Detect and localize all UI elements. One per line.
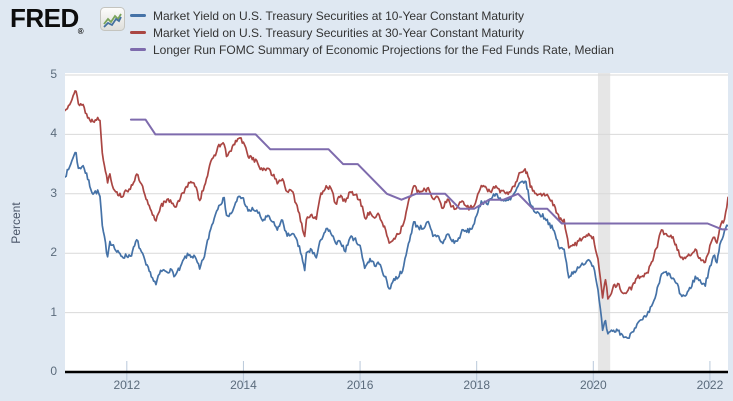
x-axis-tick-label: 2016 [346, 378, 374, 392]
legend-item-30y: Market Yield on U.S. Treasury Securities… [130, 24, 614, 41]
y-axis-tick-label: 2 [50, 245, 57, 260]
legend-label-fomc: Longer Run FOMC Summary of Economic Proj… [153, 42, 614, 57]
y-axis-tick-label: 1 [50, 304, 57, 319]
chart-legend: Market Yield on U.S. Treasury Securities… [130, 7, 614, 58]
registered-mark: ® [77, 27, 84, 36]
legend-label-10y: Market Yield on U.S. Treasury Securities… [153, 8, 525, 23]
x-axis-tick-label: 2014 [230, 378, 257, 392]
legend-swatch-30y [130, 31, 146, 34]
x-axis-tick-label: 2018 [463, 378, 491, 392]
x-axis-tick-label: 2012 [113, 378, 141, 392]
y-axis-tick-label: 5 [50, 67, 57, 81]
series-line-2[interactable] [129, 118, 728, 231]
legend-item-fomc: Longer Run FOMC Summary of Economic Proj… [130, 41, 614, 58]
series-line-0[interactable] [65, 151, 728, 340]
legend-item-10y: Market Yield on U.S. Treasury Securities… [130, 7, 614, 24]
fred-logo[interactable]: FRED® [10, 3, 85, 36]
series-line-1[interactable] [65, 90, 728, 300]
x-axis-tick-label: 2020 [579, 378, 607, 392]
legend-swatch-10y [130, 14, 146, 17]
y-axis-tick-label: 0 [50, 364, 57, 378]
fred-sparkline-icon [100, 7, 125, 31]
fred-logo-text: FRED [10, 3, 79, 33]
y-axis-tick-label: 4 [50, 126, 57, 141]
legend-swatch-fomc [130, 48, 146, 51]
x-axis-tick-label: 2022 [696, 378, 724, 392]
y-axis-tick-label: 3 [50, 185, 57, 200]
legend-label-30y: Market Yield on U.S. Treasury Securities… [153, 25, 525, 40]
